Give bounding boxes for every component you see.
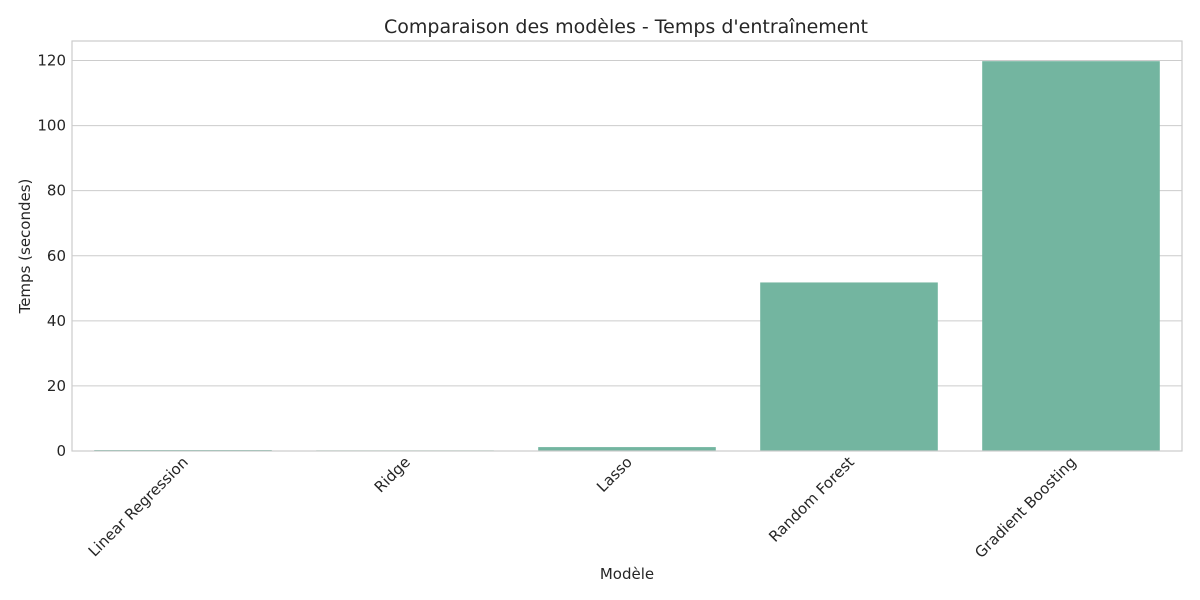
bar [982,61,1160,452]
bars [94,61,1160,452]
y-gridlines [72,60,1182,452]
y-tick-label: 20 [47,377,66,395]
y-tick-label: 80 [47,182,66,200]
y-tick-label: 100 [37,117,66,135]
y-tick-labels: 0 20 40 60 80 100 120 [37,52,66,460]
x-tick-labels: Linear Regression Ridge Lasso Random Forest… [85,453,1080,562]
x-tick-label: Lasso [593,453,636,496]
chart-title: Comparaison des modèles - Temps d'entraî… [384,16,868,38]
bar [538,447,716,451]
x-tick-label: Linear Regression [85,453,192,560]
y-tick-label: 0 [56,442,66,460]
y-axis-label: Temps (secondes) [16,179,34,315]
y-tick-label: 40 [47,312,66,330]
y-tick-label: 60 [47,247,66,265]
x-axis-label: Modèle [600,565,654,583]
y-tick-label: 120 [37,52,66,70]
x-tick-label: Gradient Boosting [971,453,1080,562]
plot-frame [71,40,1183,452]
bar [760,282,938,451]
x-tick-label: Random Forest [765,453,858,546]
x-tick-label: Ridge [371,453,414,496]
